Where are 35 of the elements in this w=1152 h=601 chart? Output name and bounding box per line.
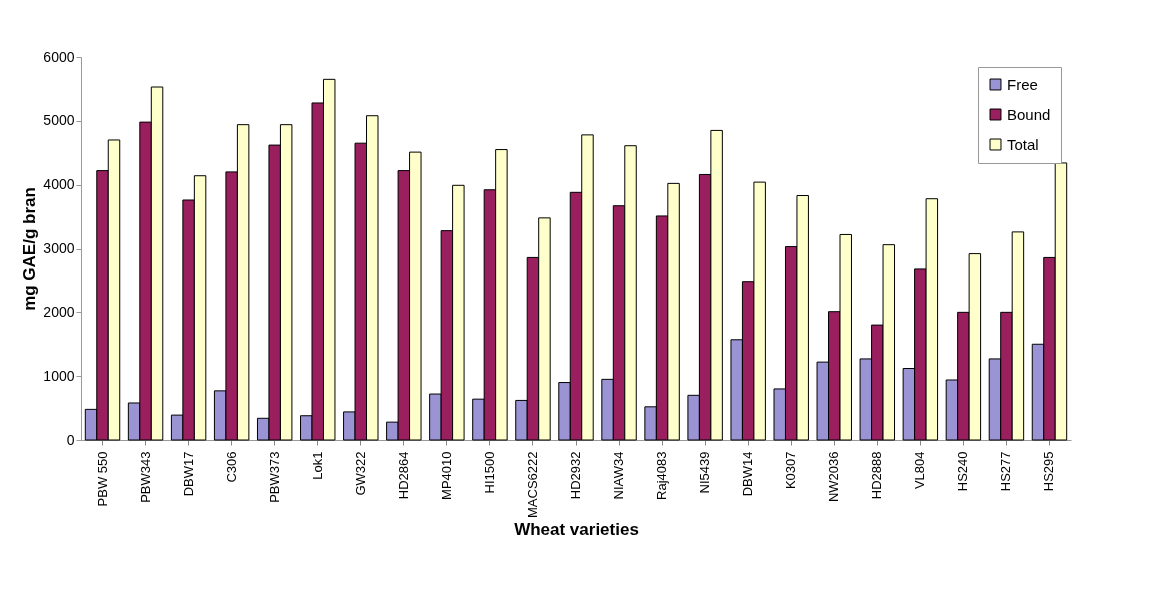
legend-label: Total <box>1007 135 1039 153</box>
x-tick-label: K0307 <box>783 451 799 490</box>
x-tick-label: HS240 <box>955 451 971 492</box>
x-tick-label: HD2888 <box>869 451 885 500</box>
x-tick-label: PBW373 <box>266 451 282 503</box>
x-tick-label: GW322 <box>352 451 368 496</box>
x-tick-label: HD2932 <box>568 451 583 500</box>
x-tick-label: Lok1 <box>309 451 325 480</box>
y-tick-label: 1000 <box>43 367 75 384</box>
y-tick-label: 5000 <box>43 112 75 129</box>
y-axis-title: mg GAE/g bran <box>20 187 40 311</box>
x-tick-label: NW2036 <box>826 451 842 503</box>
x-tick-label: HI1500 <box>481 451 497 494</box>
legend-label: Free <box>1007 75 1038 93</box>
x-tick-label: PBW 550 <box>94 451 110 507</box>
x-tick-label: MP4010 <box>438 451 454 500</box>
x-axis-title: Wheat varieties <box>514 519 639 539</box>
legend-label: Bound <box>1007 105 1051 123</box>
y-tick-label: 4000 <box>43 176 75 193</box>
x-tick-label: NI5439 <box>697 451 713 494</box>
y-tick-label: 2000 <box>43 303 75 320</box>
x-tick-label: MACS6222 <box>524 451 540 518</box>
y-tick-label: 3000 <box>43 240 75 256</box>
x-tick-label: HD2864 <box>395 451 411 500</box>
x-tick-label: PBW343 <box>137 451 153 503</box>
x-tick-label: VL804 <box>912 451 928 490</box>
y-tick-label: 0 <box>66 431 75 448</box>
x-tick-label: DBW17 <box>180 451 196 497</box>
x-tick-label: C306 <box>223 451 239 483</box>
x-tick-label: NIAW34 <box>611 451 627 500</box>
x-tick-label: Raj4083 <box>654 451 670 500</box>
y-tick-label: 6000 <box>43 48 75 65</box>
x-tick-label: HS295 <box>1041 451 1057 492</box>
x-tick-label: DBW14 <box>740 451 756 497</box>
x-tick-label: HS277 <box>998 451 1014 492</box>
